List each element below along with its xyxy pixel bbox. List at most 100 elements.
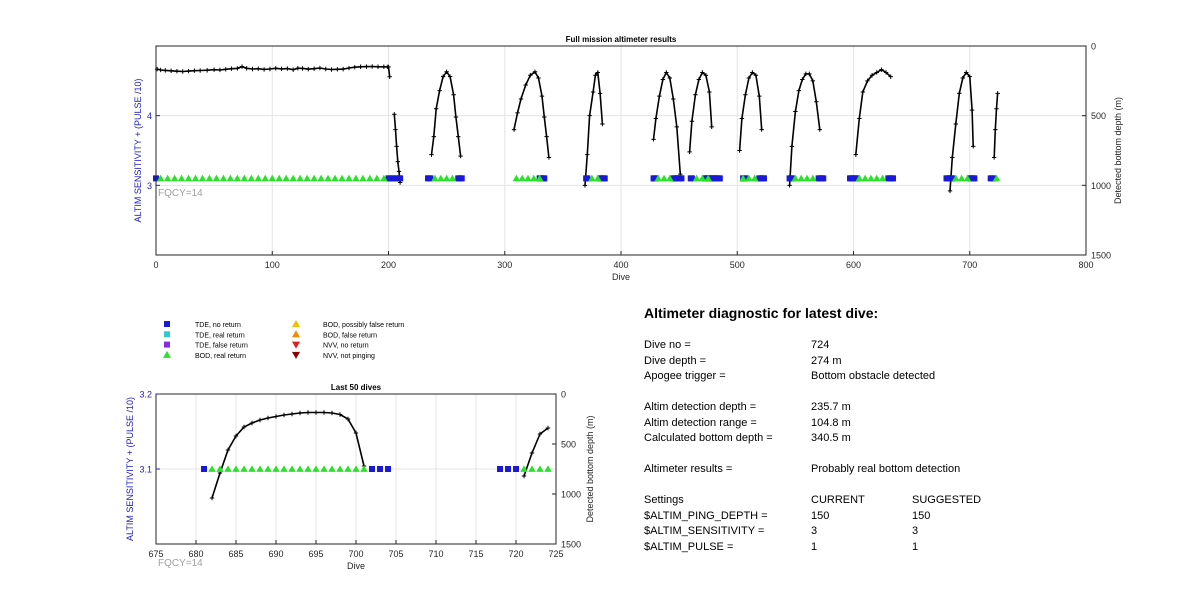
last50-xtick-label: 680 bbox=[188, 549, 203, 559]
full-depth-point bbox=[950, 155, 955, 160]
full-depth-point bbox=[853, 152, 859, 157]
legend-label-nvv_no_return: NVV, no return bbox=[323, 343, 369, 350]
full-bod_real_return-marker bbox=[745, 174, 753, 182]
full-tde_no_return-marker bbox=[990, 175, 996, 182]
full-bod_real_return-marker bbox=[380, 174, 388, 182]
full-bod_real_return-marker bbox=[739, 174, 747, 182]
full-depth-point bbox=[593, 73, 598, 78]
last50-tde_no_return-marker bbox=[385, 466, 391, 472]
last50-depth-point bbox=[521, 473, 527, 479]
diagnostic-title: Altimeter diagnostic for latest dive: bbox=[644, 305, 879, 321]
sensitivity-suggested: 3 bbox=[912, 525, 919, 537]
full-ytick-label: 3 bbox=[147, 181, 152, 191]
full-depth-point bbox=[703, 73, 709, 78]
full-tde_no_return-marker bbox=[742, 175, 749, 182]
full-depth-point bbox=[393, 127, 398, 132]
full-depth-point bbox=[814, 99, 819, 104]
last50-depth-point bbox=[329, 410, 335, 416]
full-depth-point bbox=[653, 116, 659, 121]
full-bod_real_return-marker bbox=[654, 174, 662, 182]
full-depth-point bbox=[370, 64, 375, 69]
last50-xtick-label: 695 bbox=[308, 549, 323, 559]
full-depth-point bbox=[511, 127, 517, 132]
last50-depth-point bbox=[545, 425, 551, 431]
dive-depth-value: 274 m bbox=[811, 354, 842, 367]
last-50-dives-chart: 675 680 685 690 695 700 705 710 715 720 725 3.1 3.2 0… bbox=[125, 383, 595, 571]
full-bod_real_return-marker bbox=[261, 174, 269, 182]
full-tde_no_return-marker bbox=[820, 175, 827, 182]
full-depth-point bbox=[539, 93, 545, 99]
full-bod_real_return-marker bbox=[803, 174, 811, 182]
legend-marker-bod_real_return bbox=[163, 350, 171, 358]
last50-bod_real_return-marker bbox=[520, 465, 528, 472]
full-tde_no_return-marker bbox=[652, 175, 659, 182]
sensitivity-label: $ALTIM_SENSITIVITY = bbox=[644, 525, 765, 537]
full-depth-point bbox=[267, 66, 273, 72]
full-depth-point bbox=[693, 92, 698, 97]
full-tde_no_return-marker bbox=[853, 175, 860, 182]
settings-label: Settings bbox=[644, 494, 684, 506]
last50-bod_real_return-marker bbox=[232, 465, 240, 472]
legend-label-bod_possibly_false: BOD, possibly false return bbox=[323, 322, 404, 329]
last50-tde_no_return-marker bbox=[201, 466, 207, 472]
full-tde_no_return-marker bbox=[716, 175, 723, 182]
full-bod_real_return-marker bbox=[310, 174, 318, 182]
full-depth-point bbox=[536, 75, 541, 81]
full-bod_real_return-marker bbox=[289, 174, 297, 182]
full-ytick-right-label: 0 bbox=[1091, 42, 1096, 52]
full-depth-point bbox=[290, 67, 296, 72]
full-depth-point bbox=[700, 70, 705, 75]
pulse-suggested: 1 bbox=[912, 540, 919, 553]
last50-bod_real_return-marker bbox=[248, 465, 256, 472]
full-depth-point bbox=[600, 121, 605, 127]
full-depth-point bbox=[180, 69, 185, 74]
full-bod_real_return-marker bbox=[530, 174, 538, 182]
full-depth-point bbox=[810, 78, 816, 84]
legend: TDE, no return TDE, real return TDE, false… bbox=[163, 320, 404, 360]
full-depth-point bbox=[793, 109, 798, 114]
full-bod_real_return-marker bbox=[205, 174, 214, 182]
full-bod_real_return-marker bbox=[704, 174, 712, 182]
apogee-row: Apogee trigger = Bottom obstacle detected bbox=[644, 369, 1164, 385]
full-depth-point bbox=[817, 127, 822, 132]
legend-label-bod_false_return: BOD, false return bbox=[323, 332, 377, 339]
full-depth-point bbox=[392, 112, 397, 117]
suggested-header: SUGGESTED bbox=[912, 494, 982, 506]
full-depth-point bbox=[746, 75, 752, 81]
last50-tde_no_return-marker bbox=[505, 466, 511, 472]
full-depth-point bbox=[995, 91, 1000, 96]
full-depth-point bbox=[429, 152, 434, 157]
full-bod_real_return-marker bbox=[855, 174, 864, 182]
full-depth-point bbox=[204, 68, 210, 73]
last50-bod_real_return-marker bbox=[304, 465, 312, 472]
results-value: Probably real bottom detection bbox=[811, 463, 961, 475]
full-depth-point bbox=[528, 73, 533, 78]
full-bod_real_return-marker bbox=[878, 174, 887, 182]
apogee-value: Bottom obstacle detected bbox=[811, 370, 936, 382]
calc-bottom-value: 340.5 m bbox=[811, 432, 851, 444]
full-fqcy-annotation: FQCY=14 bbox=[158, 188, 203, 199]
full-depth-point bbox=[696, 77, 702, 82]
full-depth-point bbox=[352, 64, 357, 70]
full-depth-point bbox=[515, 110, 520, 116]
pulse-label: $ALTIM_PULSE = bbox=[644, 540, 734, 553]
full-ylabel-right: Detected bottom depth (m) bbox=[1113, 97, 1123, 204]
last50-ytick-label: 3.1 bbox=[139, 465, 152, 475]
full-bod_real_return-marker bbox=[219, 174, 228, 182]
full-depth-point bbox=[217, 67, 223, 73]
full-depth-point bbox=[261, 67, 267, 72]
full-depth-point bbox=[689, 119, 695, 124]
ping-depth-suggested: 150 bbox=[912, 509, 931, 522]
full-depth-point bbox=[456, 134, 461, 139]
full-depth-point bbox=[431, 134, 437, 139]
full-depth-point bbox=[323, 66, 328, 72]
full-title: Full mission altimeter results bbox=[566, 35, 677, 44]
ping-depth-row: $ALTIM_PING_DEPTH = 150 150 bbox=[644, 509, 1164, 525]
full-tde_no_return-marker bbox=[760, 175, 767, 182]
full-depth-point bbox=[364, 64, 369, 69]
full-depth-point bbox=[657, 93, 662, 99]
full-depth-point bbox=[737, 148, 742, 153]
full-bod_real_return-marker bbox=[448, 174, 457, 182]
full-bod_real_return-marker bbox=[359, 174, 367, 182]
